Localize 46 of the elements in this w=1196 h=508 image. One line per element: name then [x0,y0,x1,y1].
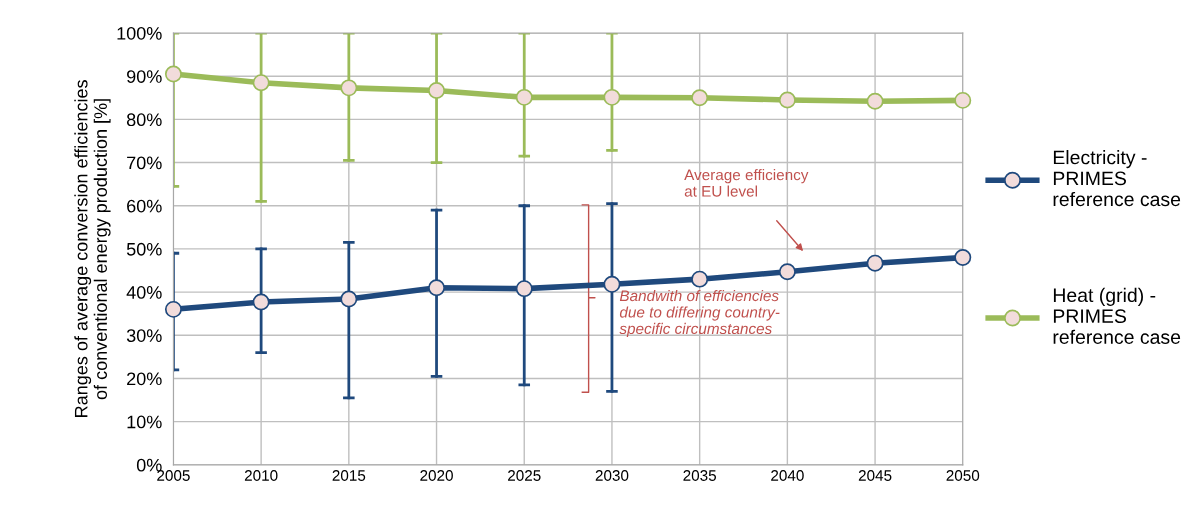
y-tick-label: 100% [117,26,162,40]
point [778,91,796,109]
point [515,280,533,298]
x-tick-label: 2030 [595,470,629,481]
point [603,275,621,293]
y-tick-label: 10% [127,415,162,429]
x-tick-label: 2040 [771,470,804,481]
legend-label: Heat (grid) - PRIMES reference case [1053,287,1181,344]
point [866,92,884,110]
point [428,279,446,297]
point [164,300,182,318]
x-tick-label: 2050 [946,470,980,481]
annotation: Average efficiency at EU level [684,169,809,197]
y-tick-label: 20% [127,372,162,386]
point [691,270,709,288]
x-tick-label: 2005 [157,470,190,481]
y-tick-label: 50% [126,242,162,256]
y-tick-label: 90% [127,70,162,83]
point [778,263,796,281]
x-tick-label: 2025 [508,470,541,481]
y-tick-label: 60% [127,199,162,213]
point [252,74,270,92]
y-tick-label: 0% [136,458,162,472]
annotation: Bandwith of efficiencies due to differing country- specific circumstances [619,289,780,338]
point [340,290,358,308]
point [866,254,884,272]
x-tick-label: 2015 [332,470,366,481]
x-tick-label: 2045 [858,470,892,481]
point [954,91,972,109]
y-axis-title: Ranges of average conversion efficiencies of conventional energy production [%] [74,80,111,417]
y-tick-label: 70% [127,156,162,170]
point [603,88,621,106]
x-tick-label: 2020 [420,470,453,481]
point [340,79,358,97]
y-tick-label: 30% [126,329,162,342]
point [515,88,533,106]
y-tick-label: 80% [126,113,162,127]
x-tick-label: 2010 [244,470,278,481]
point [954,249,972,267]
y-tick-label: 40% [126,286,162,299]
point [164,65,182,83]
point [428,81,446,99]
legend-label: Electricity - PRIMES reference case [1053,150,1181,207]
x-tick-label: 2035 [683,470,717,481]
point [691,89,709,107]
point [252,293,270,311]
